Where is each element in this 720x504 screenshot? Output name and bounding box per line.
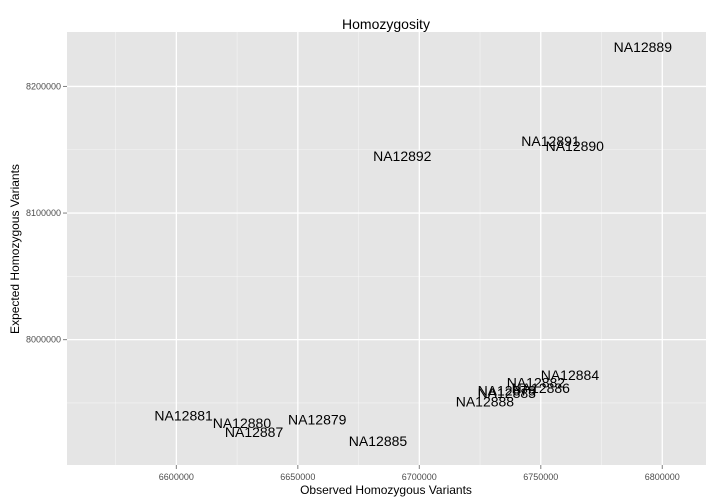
- point-label-na12883: NA12883: [478, 385, 537, 401]
- x-tick-label: 6600000: [159, 472, 194, 482]
- point-label-na12881: NA12881: [154, 408, 213, 424]
- x-tick-label: 6750000: [523, 472, 558, 482]
- data-points: NA12889NA12891NA12890NA12892NA12884NA128…: [154, 39, 672, 449]
- chart-title: Homozygosity: [342, 16, 430, 32]
- point-label-na12890: NA12890: [546, 138, 605, 154]
- point-label-na12888: NA12888: [456, 394, 515, 410]
- point-label-na12882: NA12882: [507, 375, 566, 391]
- point-label-na12891: NA12891: [521, 133, 580, 149]
- point-label-na12892: NA12892: [373, 148, 432, 164]
- y-tick-label: 8000000: [26, 335, 61, 345]
- y-tick-label: 8100000: [26, 208, 61, 218]
- point-label-na12878: NA12878: [478, 382, 537, 398]
- y-axis-title: Expected Homozygous Variants: [8, 164, 22, 334]
- grid-lines: [67, 32, 706, 465]
- x-tick-label: 6800000: [645, 472, 680, 482]
- y-tick-label: 8200000: [26, 81, 61, 91]
- plot-panel: [67, 32, 706, 465]
- x-axis-title: Observed Homozygous Variants: [300, 483, 472, 497]
- x-tick-label: 6650000: [280, 472, 315, 482]
- point-label-na12884: NA12884: [541, 367, 600, 383]
- point-label-na12879: NA12879: [288, 411, 347, 427]
- x-axis-ticks: 6600000 6650000 6700000 6750000 6800000: [159, 465, 680, 482]
- x-tick-label: 6700000: [402, 472, 437, 482]
- y-axis-ticks: 8000000 8100000 8200000: [26, 81, 67, 345]
- point-label-na12889: NA12889: [614, 39, 673, 55]
- point-label-na12887: NA12887: [225, 424, 284, 440]
- point-label-na12886: NA12886: [512, 380, 571, 396]
- point-label-na12880: NA12880: [213, 415, 272, 431]
- point-label-na12885: NA12885: [349, 433, 408, 449]
